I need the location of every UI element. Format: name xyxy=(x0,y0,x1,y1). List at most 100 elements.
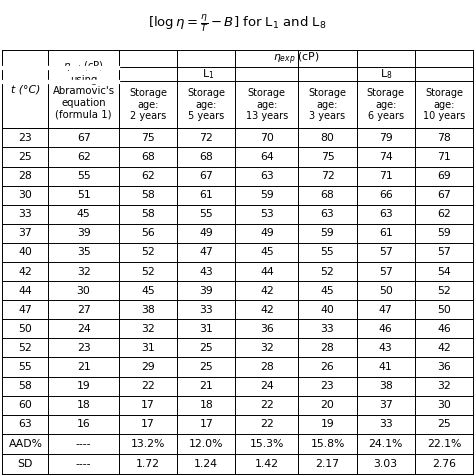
Text: 55: 55 xyxy=(320,248,334,258)
Text: 39: 39 xyxy=(199,286,213,296)
Text: 62: 62 xyxy=(141,171,155,181)
Text: 78: 78 xyxy=(437,133,451,143)
Text: 19: 19 xyxy=(320,419,334,429)
Text: 52: 52 xyxy=(320,267,334,277)
Text: 44: 44 xyxy=(260,267,273,277)
Text: 62: 62 xyxy=(77,152,91,162)
Text: 2.76: 2.76 xyxy=(432,459,456,469)
Text: 45: 45 xyxy=(260,248,273,258)
Text: 40: 40 xyxy=(320,305,335,315)
Text: 47: 47 xyxy=(379,305,392,315)
Text: 25: 25 xyxy=(18,152,32,162)
Text: 28: 28 xyxy=(320,343,334,353)
Text: 15.3%: 15.3% xyxy=(250,439,284,449)
Text: 60: 60 xyxy=(18,400,32,410)
Text: 28: 28 xyxy=(18,171,32,181)
Text: 32: 32 xyxy=(77,267,91,277)
Text: 57: 57 xyxy=(437,248,451,258)
Text: 22.1%: 22.1% xyxy=(427,439,461,449)
Text: $[\log\eta = \frac{\eta}{T} - B]$ for $\mathrm{L_1}$ and $\mathrm{L_8}$: $[\log\eta = \frac{\eta}{T} - B]$ for $\… xyxy=(147,12,327,33)
Text: 25: 25 xyxy=(199,362,213,372)
Text: 38: 38 xyxy=(141,305,155,315)
Text: 47: 47 xyxy=(18,305,32,315)
Text: 30: 30 xyxy=(77,286,91,296)
Text: 72: 72 xyxy=(199,133,213,143)
Text: 66: 66 xyxy=(379,190,392,200)
Text: 23: 23 xyxy=(18,133,32,143)
Text: 21: 21 xyxy=(77,362,91,372)
Text: Storage
age:
5 years: Storage age: 5 years xyxy=(187,88,225,121)
Text: 63: 63 xyxy=(18,419,32,429)
Text: 63: 63 xyxy=(379,209,392,219)
Text: 37: 37 xyxy=(18,228,32,238)
Text: L$_8$: L$_8$ xyxy=(380,68,392,81)
Text: 21: 21 xyxy=(199,381,213,391)
Text: 63: 63 xyxy=(260,171,273,181)
Text: 38: 38 xyxy=(379,381,392,391)
Text: 75: 75 xyxy=(141,133,155,143)
Text: 46: 46 xyxy=(379,324,392,334)
Text: 29: 29 xyxy=(141,362,155,372)
Text: 49: 49 xyxy=(260,228,273,238)
Text: ----: ---- xyxy=(76,439,91,449)
Text: 27: 27 xyxy=(77,305,91,315)
Text: 30: 30 xyxy=(18,190,32,200)
Text: AAD%: AAD% xyxy=(9,439,42,449)
Text: 67: 67 xyxy=(199,171,213,181)
Text: 49: 49 xyxy=(199,228,213,238)
Text: 28: 28 xyxy=(260,362,273,372)
Text: 64: 64 xyxy=(260,152,273,162)
Text: 56: 56 xyxy=(141,228,155,238)
Text: 33: 33 xyxy=(199,305,213,315)
Text: 45: 45 xyxy=(141,286,155,296)
Text: 58: 58 xyxy=(18,381,32,391)
Text: 67: 67 xyxy=(437,190,451,200)
Text: 55: 55 xyxy=(77,171,91,181)
Text: 32: 32 xyxy=(141,324,155,334)
Text: 36: 36 xyxy=(437,362,451,372)
Text: 25: 25 xyxy=(199,343,213,353)
Text: 68: 68 xyxy=(320,190,334,200)
Text: 15.8%: 15.8% xyxy=(310,439,345,449)
Text: 74: 74 xyxy=(379,152,392,162)
Text: 33: 33 xyxy=(320,324,334,334)
Text: 17: 17 xyxy=(141,419,155,429)
Text: 24: 24 xyxy=(77,324,91,334)
Text: 42: 42 xyxy=(18,267,32,277)
Text: 53: 53 xyxy=(260,209,273,219)
Text: 67: 67 xyxy=(77,133,91,143)
Text: 59: 59 xyxy=(437,228,451,238)
Text: 18: 18 xyxy=(199,400,213,410)
Text: 50: 50 xyxy=(18,324,32,334)
Text: 22: 22 xyxy=(260,419,273,429)
Bar xyxy=(2,66,119,69)
Text: Storage
age:
6 years: Storage age: 6 years xyxy=(367,88,405,121)
Text: 13.2%: 13.2% xyxy=(131,439,165,449)
Text: 22: 22 xyxy=(260,400,273,410)
Text: 31: 31 xyxy=(141,343,155,353)
Text: 50: 50 xyxy=(379,286,392,296)
Text: 71: 71 xyxy=(437,152,451,162)
Text: 52: 52 xyxy=(141,267,155,277)
Text: 3.03: 3.03 xyxy=(374,459,398,469)
Text: 43: 43 xyxy=(379,343,392,353)
Text: 32: 32 xyxy=(260,343,273,353)
Text: 62: 62 xyxy=(437,209,451,219)
Text: 68: 68 xyxy=(199,152,213,162)
Text: 25: 25 xyxy=(437,419,451,429)
Text: 41: 41 xyxy=(379,362,392,372)
Text: 16: 16 xyxy=(77,419,91,429)
Text: 2.17: 2.17 xyxy=(316,459,339,469)
Text: $\eta_{exp}$ (cP): $\eta_{exp}$ (cP) xyxy=(273,50,319,67)
Text: 46: 46 xyxy=(437,324,451,334)
Text: 55: 55 xyxy=(18,362,32,372)
Text: 47: 47 xyxy=(199,248,213,258)
Text: $\eta_{cal}$ (cP)
using
Abramovic's
equation
(formula 1): $\eta_{cal}$ (cP) using Abramovic's equa… xyxy=(53,59,115,119)
Text: 44: 44 xyxy=(18,286,32,296)
Text: 69: 69 xyxy=(437,171,451,181)
Text: 70: 70 xyxy=(260,133,274,143)
Text: 59: 59 xyxy=(320,228,334,238)
Text: 57: 57 xyxy=(379,267,392,277)
Text: 52: 52 xyxy=(141,248,155,258)
Text: 1.24: 1.24 xyxy=(194,459,218,469)
